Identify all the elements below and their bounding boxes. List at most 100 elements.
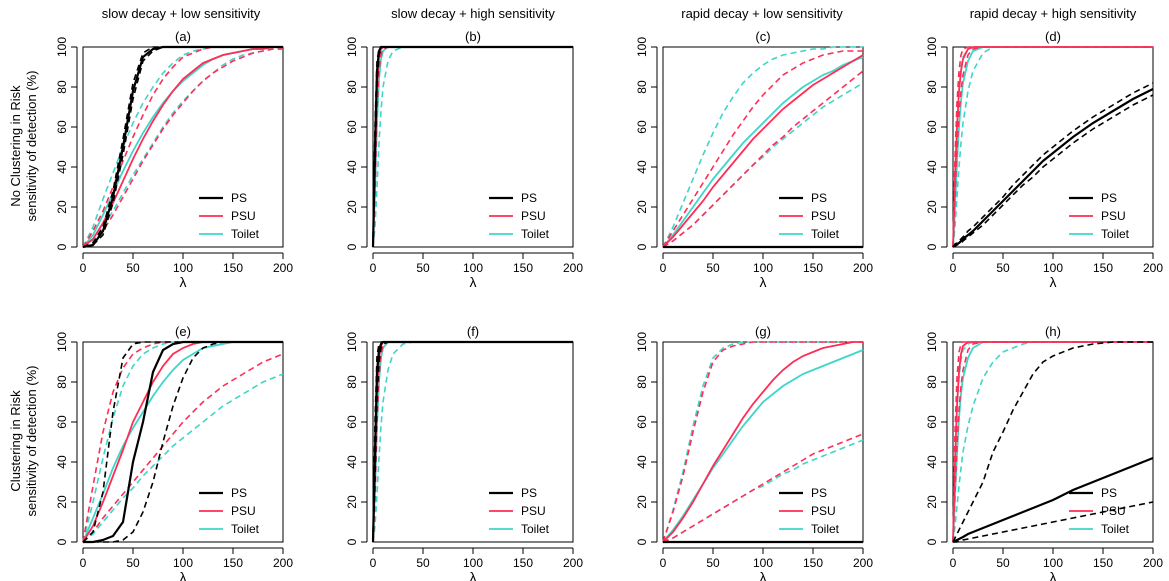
x-tick-label: 150	[1093, 261, 1113, 275]
x-tick-label: 0	[660, 261, 667, 275]
series-PSU-lower	[662, 433, 864, 543]
legend-label-PSU: PSU	[811, 504, 836, 518]
x-tick-label: 0	[80, 261, 87, 275]
series-PS-line	[83, 340, 283, 544]
x-tick-label: 50	[126, 261, 140, 275]
y-tick-label: 40	[345, 160, 359, 174]
series-PSU-upper	[662, 50, 863, 248]
x-tick-label: 150	[803, 261, 823, 275]
legend-label-PS: PS	[811, 191, 827, 205]
series-PSU-line	[662, 341, 863, 543]
series-Toilet-line	[662, 56, 864, 248]
legend-label-PS: PS	[1101, 191, 1117, 205]
legend-label-PS: PS	[231, 191, 247, 205]
y-tick-label: 60	[635, 415, 649, 429]
y-tick-label: 0	[635, 243, 649, 250]
x-axis-label: λ	[470, 274, 477, 290]
y-tick-label: 0	[925, 243, 939, 250]
y-tick-label: 100	[345, 37, 359, 57]
y-tick-label: 60	[345, 120, 359, 134]
y-tick-label: 80	[635, 375, 649, 389]
x-tick-label: 150	[223, 261, 243, 275]
legend-label-PS: PS	[1101, 486, 1117, 500]
y-tick-label: 60	[635, 120, 649, 134]
y-tick-label: 100	[635, 37, 649, 57]
legend: PS PSU Toilet	[1069, 486, 1130, 536]
series-Toilet-upper	[662, 46, 863, 248]
legend-label-PS: PS	[521, 191, 537, 205]
panel-label: (e)	[175, 324, 191, 339]
y-tick-label: 20	[345, 495, 359, 509]
x-tick-label: 150	[1093, 556, 1113, 570]
x-tick-label: 100	[173, 261, 193, 275]
panel-label: (f)	[467, 324, 479, 339]
y-tick-label: 100	[635, 332, 649, 352]
x-tick-label: 100	[753, 556, 773, 570]
x-tick-label: 100	[1043, 556, 1063, 570]
row-label-2-line-1: Clustering in Risk	[8, 390, 23, 492]
panel-label: (d)	[1045, 29, 1061, 44]
y-tick-label: 0	[635, 538, 649, 545]
series-PS-line	[82, 45, 283, 249]
x-tick-label: 50	[996, 556, 1010, 570]
y-tick-label: 100	[345, 332, 359, 352]
column-title-1: slow decay + low sensitivity	[102, 6, 261, 21]
legend-label-PSU: PSU	[811, 209, 836, 223]
y-tick-label: 20	[55, 495, 69, 509]
y-tick-label: 80	[925, 80, 939, 94]
y-tick-label: 80	[345, 375, 359, 389]
series-PS-upper	[952, 82, 1154, 248]
x-tick-label: 200	[853, 261, 873, 275]
legend: PS PSU Toilet	[489, 191, 550, 241]
y-tick-label: 20	[925, 495, 939, 509]
legend-label-PSU: PSU	[1101, 209, 1126, 223]
x-tick-label: 50	[416, 556, 430, 570]
y-tick-label: 80	[55, 80, 69, 94]
series-PSU-lower	[82, 48, 283, 248]
x-axis-label: λ	[760, 569, 767, 581]
x-tick-label: 150	[513, 556, 533, 570]
legend-label-PS: PS	[811, 486, 827, 500]
x-tick-label: 200	[273, 556, 293, 570]
legend-label-Toilet: Toilet	[1101, 522, 1130, 536]
legend-label-Toilet: Toilet	[521, 522, 550, 536]
x-axis-label: λ	[1050, 569, 1057, 581]
x-tick-label: 0	[950, 261, 957, 275]
y-tick-label: 40	[55, 160, 69, 174]
x-tick-label: 50	[706, 556, 720, 570]
series-PS-line	[952, 456, 1154, 543]
y-tick-label: 20	[925, 200, 939, 214]
legend-label-Toilet: Toilet	[231, 227, 260, 241]
y-tick-label: 40	[635, 160, 649, 174]
series-PSU-line	[952, 46, 1153, 248]
panel-label: (h)	[1045, 324, 1061, 339]
series-Toilet-lower	[82, 373, 284, 543]
row-label-2-line-2: sensitivity of detection (%)	[24, 365, 39, 516]
x-tick-label: 200	[853, 556, 873, 570]
x-tick-label: 50	[706, 261, 720, 275]
y-tick-label: 80	[635, 80, 649, 94]
series-PSU-line	[82, 46, 283, 248]
x-tick-label: 50	[126, 556, 140, 570]
x-tick-label: 200	[563, 556, 583, 570]
x-tick-label: 0	[950, 556, 957, 570]
x-tick-label: 50	[416, 261, 430, 275]
panel-label: (a)	[175, 29, 191, 44]
y-tick-label: 60	[55, 415, 69, 429]
x-tick-label: 0	[80, 556, 87, 570]
column-title-2: slow decay + high sensitivity	[391, 6, 555, 21]
x-tick-label: 150	[223, 556, 243, 570]
y-tick-label: 20	[635, 495, 649, 509]
x-tick-label: 50	[996, 261, 1010, 275]
series-PS-line	[371, 45, 573, 248]
series-Toilet-lower	[372, 46, 573, 248]
row-label-1-line-1: No Clustering in Risk	[8, 85, 23, 207]
x-tick-label: 150	[513, 261, 533, 275]
y-tick-label: 20	[635, 200, 649, 214]
series-PSU-lower	[662, 70, 864, 248]
x-tick-label: 150	[803, 556, 823, 570]
